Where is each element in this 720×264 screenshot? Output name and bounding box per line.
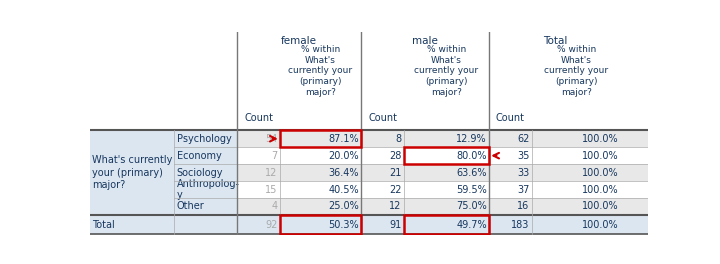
Text: 59.5%: 59.5% — [456, 185, 487, 195]
Text: 49.7%: 49.7% — [456, 220, 487, 230]
Text: 33: 33 — [517, 168, 529, 178]
Text: 21: 21 — [390, 168, 402, 178]
Text: male: male — [413, 36, 438, 46]
Text: 28: 28 — [390, 151, 402, 161]
Text: 15: 15 — [265, 185, 277, 195]
Text: % within
What's
currently your
(primary)
major?: % within What's currently your (primary)… — [289, 45, 353, 97]
Text: 16: 16 — [517, 201, 529, 211]
Text: 63.6%: 63.6% — [456, 168, 487, 178]
Text: 100.0%: 100.0% — [582, 220, 618, 230]
Text: 100.0%: 100.0% — [582, 201, 618, 211]
Text: 12.9%: 12.9% — [456, 134, 487, 144]
Bar — [90, 164, 238, 181]
Text: 40.5%: 40.5% — [328, 185, 359, 195]
Text: Other: Other — [177, 201, 204, 211]
Text: 4: 4 — [271, 201, 277, 211]
Text: 7: 7 — [271, 151, 277, 161]
Text: 100.0%: 100.0% — [582, 151, 618, 161]
Bar — [404, 147, 489, 164]
Text: 35: 35 — [517, 151, 529, 161]
Text: Count: Count — [496, 113, 525, 123]
Bar — [90, 130, 238, 147]
Bar — [90, 198, 238, 215]
Text: 80.0%: 80.0% — [456, 151, 487, 161]
Bar — [90, 181, 238, 198]
Text: 12: 12 — [390, 201, 402, 211]
Text: 100.0%: 100.0% — [582, 168, 618, 178]
Text: What's currently
your (primary)
major?: What's currently your (primary) major? — [92, 155, 173, 190]
Bar — [90, 198, 648, 215]
Bar — [90, 181, 648, 198]
Text: 25.0%: 25.0% — [328, 201, 359, 211]
Text: 87.1%: 87.1% — [328, 134, 359, 144]
Text: Sociology: Sociology — [177, 168, 223, 178]
Text: 37: 37 — [517, 185, 529, 195]
Bar — [280, 130, 361, 147]
Text: 50.3%: 50.3% — [328, 220, 359, 230]
Text: 20.0%: 20.0% — [328, 151, 359, 161]
Text: 100.0%: 100.0% — [582, 185, 618, 195]
Text: 22: 22 — [389, 185, 402, 195]
Bar — [90, 130, 648, 147]
Text: 62: 62 — [517, 134, 529, 144]
Bar — [90, 147, 648, 164]
Text: 91: 91 — [390, 220, 402, 230]
Bar — [90, 147, 238, 164]
Text: Anthropolog-
y: Anthropolog- y — [177, 179, 240, 200]
Bar — [280, 215, 361, 234]
Text: female: female — [282, 36, 318, 46]
Text: % within
What's
currently your
(primary)
major?: % within What's currently your (primary)… — [544, 45, 608, 97]
Text: 54: 54 — [265, 134, 277, 144]
Text: % within
What's
currently your
(primary)
major?: % within What's currently your (primary)… — [415, 45, 479, 97]
Text: 183: 183 — [511, 220, 529, 230]
Text: Psychology: Psychology — [177, 134, 232, 144]
Text: Total: Total — [92, 220, 115, 230]
Text: 12: 12 — [265, 168, 277, 178]
Text: 36.4%: 36.4% — [328, 168, 359, 178]
Text: 92: 92 — [265, 220, 277, 230]
Bar — [404, 215, 489, 234]
Text: Count: Count — [368, 113, 397, 123]
Text: 8: 8 — [395, 134, 402, 144]
Text: Count: Count — [244, 113, 273, 123]
Text: 75.0%: 75.0% — [456, 201, 487, 211]
Text: 100.0%: 100.0% — [582, 134, 618, 144]
Text: Economy: Economy — [177, 151, 222, 161]
Bar — [90, 215, 648, 234]
Bar — [90, 164, 648, 181]
Bar — [90, 32, 648, 130]
Text: Total: Total — [543, 36, 567, 46]
